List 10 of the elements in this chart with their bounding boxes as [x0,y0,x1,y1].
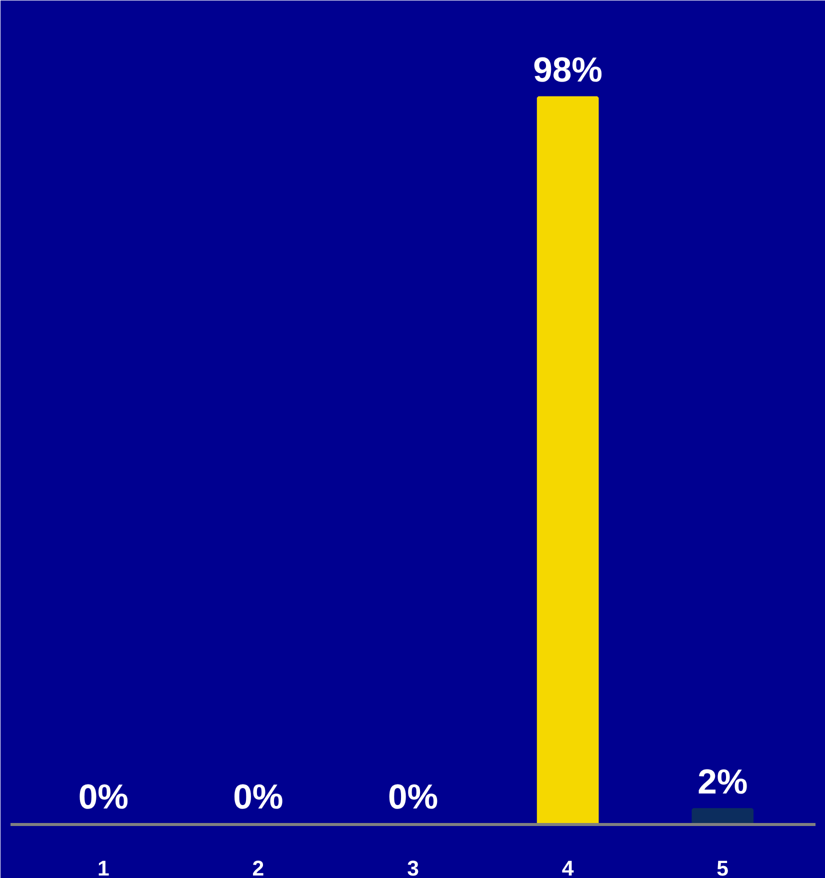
x-tick-label: 1 [97,856,110,878]
data-label: 2% [698,764,748,802]
x-tick-label: 2 [252,856,264,878]
data-label: 0% [388,778,438,816]
data-label: 0% [78,778,128,816]
x-tick-label: 3 [407,856,420,878]
data-label: 98% [533,52,602,90]
data-label: 0% [233,778,284,816]
x-tick-label: 5 [716,856,729,878]
x-tick-label: 4 [562,856,574,878]
